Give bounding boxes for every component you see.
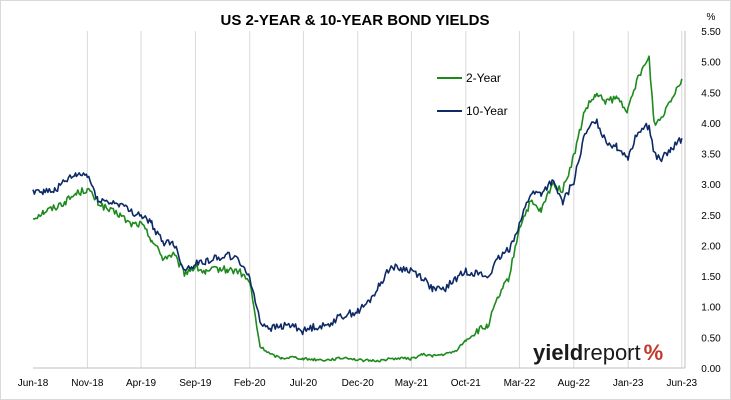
legend-label: 10-Year [466, 104, 508, 118]
y-tick-label: 3.50 [701, 150, 721, 161]
logo-percent: % [644, 340, 664, 365]
y-tick-label: 2.50 [701, 211, 721, 222]
logo-text-yield: yield [533, 340, 583, 365]
legend: 2-Year 10-Year [437, 71, 508, 118]
x-tick-label: Jun-18 [18, 378, 49, 389]
y-tick-label: 4.50 [701, 88, 721, 99]
logo-text-report: report [583, 340, 640, 365]
y-tick-label: 5.50 [701, 27, 721, 38]
x-tick-label: Apr-19 [126, 378, 156, 389]
y-tick-label: 5.00 [701, 58, 721, 69]
x-tick-label: Mar-22 [504, 378, 536, 389]
y-tick-label: 4.00 [701, 119, 721, 130]
x-tick-label: May-21 [395, 378, 429, 389]
x-tick-label: Jun-23 [667, 378, 698, 389]
plot-area [33, 31, 686, 369]
x-tick-label: Nov-18 [71, 378, 104, 389]
y-axis: 0.00 0.50 1.00 1.50 2.00 2.50 3.00 3.50 4.00 4.50… [701, 27, 721, 375]
y-tick-label: 0.00 [701, 364, 721, 375]
y-tick-label: 1.50 [701, 272, 721, 283]
x-tick-label: Jul-20 [290, 378, 318, 389]
chart-title: US 2-YEAR & 10-YEAR BOND YIELDS [221, 12, 490, 29]
y-axis-unit-label: % [707, 12, 716, 23]
x-tick-label: Dec-20 [342, 378, 375, 389]
series-lines [32, 55, 683, 363]
x-axis: Jun-18 Nov-18 Apr-19 Sep-19 Feb-20 Jul-20 Dec-… [18, 378, 698, 389]
y-tick-label: 3.00 [701, 180, 721, 191]
x-tick-label: Feb-20 [234, 378, 266, 389]
yieldreport-logo: yieldreport% [533, 340, 663, 365]
series-line-2-year [32, 55, 683, 363]
x-tick-label: Sep-19 [179, 378, 212, 389]
x-tick-label: Oct-21 [451, 378, 481, 389]
y-tick-label: 0.50 [701, 333, 721, 344]
series-line-10-year [32, 118, 683, 336]
x-tick-label: Aug-22 [558, 378, 591, 389]
legend-label: 2-Year [466, 71, 501, 85]
x-tick-label: Jan-23 [613, 378, 644, 389]
y-tick-label: 1.00 [701, 303, 721, 314]
y-tick-label: 2.00 [701, 241, 721, 252]
logo-text: yieldreport% [533, 340, 663, 365]
